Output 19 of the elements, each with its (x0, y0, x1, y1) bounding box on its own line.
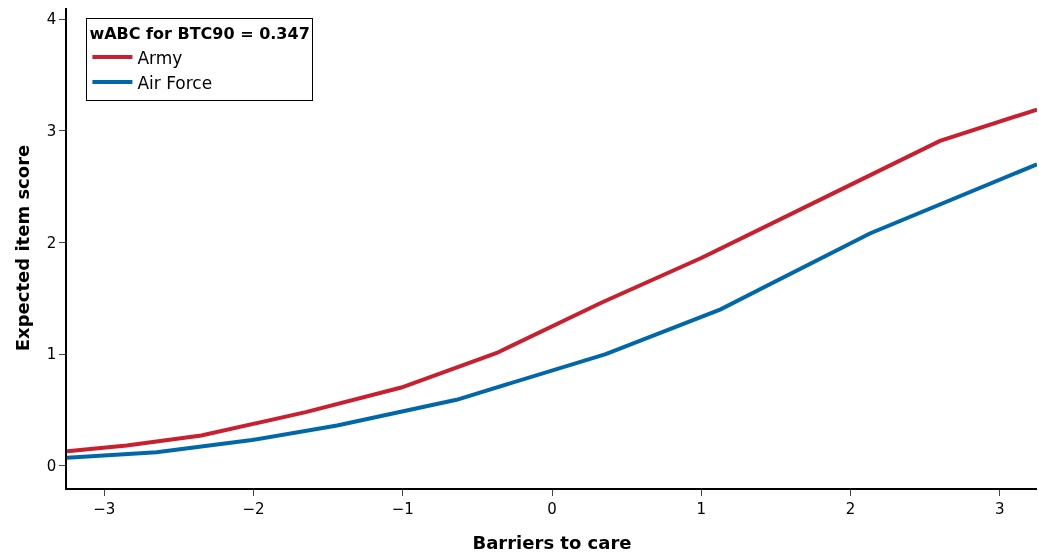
y-tick-label: 1 (46, 345, 57, 364)
x-tick-label: −1 (391, 499, 414, 518)
y-axis-title: Expected item score (12, 144, 34, 352)
x-axis-title: Barriers to care (472, 532, 632, 554)
y-tick-label: 4 (46, 10, 57, 29)
line-series (67, 107, 1037, 454)
x-tick-label: 0 (547, 499, 557, 518)
x-tick-label: 2 (845, 499, 856, 518)
y-tick-label: 0 (46, 456, 57, 475)
x-tick-label: −2 (242, 499, 265, 518)
line-series (67, 162, 1037, 460)
x-tick-label: 3 (994, 499, 1005, 518)
x-tick-label: −3 (93, 499, 116, 518)
legend-title: wABC for BTC90 = 0.347 (89, 24, 310, 44)
y-tick-label: 3 (46, 122, 57, 141)
legend-label: Army (137, 47, 183, 68)
x-tick-label: 1 (696, 499, 706, 518)
y-tick-label: 2 (46, 233, 57, 252)
legend-label: Air Force (137, 72, 213, 93)
